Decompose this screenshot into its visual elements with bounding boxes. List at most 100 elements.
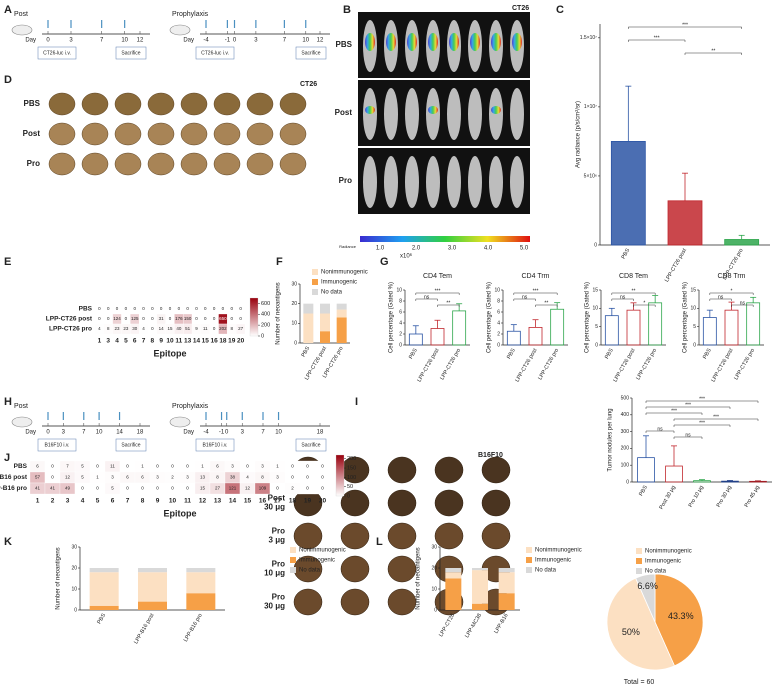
cell-value: 15 [167, 326, 173, 331]
x-tick-label: LPP-CT26 post [416, 347, 440, 383]
x-tick-label: 4 [115, 338, 119, 345]
mouse-image [510, 156, 524, 208]
cell-value: 0 [321, 486, 324, 491]
cell-value: 0 [195, 316, 198, 321]
cell-value: 3 [276, 475, 279, 480]
y-tick-label: 0 [434, 607, 437, 613]
cell-value: 0 [107, 306, 110, 311]
scale-unit: x10⁶ [400, 253, 413, 260]
day-number: 0 [46, 430, 50, 436]
significance-bracket [673, 436, 703, 439]
cell-value: 13 [200, 475, 206, 480]
lung-image [387, 555, 417, 583]
signal [449, 33, 459, 51]
lung-image [81, 152, 109, 176]
y-axis-label: Cell percentage (Gated %) [389, 282, 395, 353]
cell-value: 3 [261, 464, 264, 469]
bar [721, 480, 739, 483]
pie-label: 50% [622, 627, 640, 637]
lung-image [481, 456, 511, 484]
scale-tick: 1.0 [376, 246, 385, 252]
y-tick-label: 100 [621, 463, 630, 469]
significance-bracket [645, 430, 675, 433]
lung-image [387, 522, 417, 550]
colorbar [335, 454, 345, 497]
x-tick-label: Pro 30 μg [716, 485, 733, 509]
cell-value: 176 [175, 316, 183, 321]
cell-value: 0 [239, 306, 242, 311]
legend-swatch [290, 547, 296, 553]
x-tick-label: PBS [702, 347, 713, 360]
cell-value: 0 [291, 464, 294, 469]
significance-label: * [643, 300, 645, 306]
scale-tick: 2.0 [412, 246, 421, 252]
y-tick-label: 2 [497, 331, 500, 337]
bar [648, 302, 663, 346]
cell-value: 0 [51, 475, 54, 480]
y-tick-label: 2 [399, 331, 402, 337]
mouse-image [363, 156, 377, 208]
legend-label: No data [321, 290, 343, 296]
cell-value: 27 [238, 326, 244, 331]
day-number: 0 [46, 38, 50, 44]
mouse-image [405, 156, 419, 208]
y-tick-label: 1×10⁷ [584, 104, 597, 110]
cell-value: 6 [216, 464, 219, 469]
row-label: Pro [27, 159, 40, 168]
row-label: LPP-CT26 pro [49, 326, 92, 333]
heatmap-cell [236, 323, 246, 335]
y-tick-label: 30 [431, 544, 437, 550]
cell-value: 6 [126, 475, 129, 480]
bar-segment [89, 572, 119, 606]
significance-label: *** [699, 396, 705, 402]
bar [604, 315, 619, 346]
legend-swatch [526, 547, 532, 553]
x-tick-label: LPP-CT26 [438, 613, 456, 638]
cell-value: 0 [178, 306, 181, 311]
bar-segment [320, 303, 330, 314]
bar-segment [445, 578, 462, 610]
mouse-image [447, 156, 461, 208]
chart-title: CD4 Tem [423, 273, 452, 280]
cell-value: 0 [213, 306, 216, 311]
x-tick-label: 1 [98, 338, 102, 345]
pie-slice [606, 577, 676, 671]
bar-segment [303, 313, 314, 343]
x-tick-label: 19 [228, 338, 236, 345]
day-number: -1 [225, 38, 231, 44]
cell-value: 0 [125, 316, 128, 321]
bar-segment [472, 570, 488, 604]
significance-label: ** [446, 300, 450, 306]
significance-bracket [633, 304, 656, 307]
bar [528, 326, 543, 346]
lung-image [213, 92, 241, 116]
cell-value: 0 [306, 475, 309, 480]
cell-value: 2 [291, 486, 294, 491]
y-tick-label: 5×10⁶ [584, 173, 597, 179]
cell-value: 7 [66, 464, 69, 469]
x-tick-label: 13 [184, 338, 192, 345]
significance-label: ** [544, 300, 548, 306]
lung-image [340, 588, 370, 616]
cell-value: 57 [35, 475, 41, 480]
cell-value: 0 [98, 316, 101, 321]
signal [428, 106, 438, 114]
bar-segment [320, 331, 330, 343]
significance-label: * [731, 288, 733, 294]
cell-value: 1 [276, 464, 279, 469]
y-tick-label: 0 [595, 342, 598, 348]
lung-image [246, 122, 274, 146]
x-tick-label: LPP-CT26 pro [635, 348, 658, 381]
x-tick-label: LPP-CT26 post [514, 347, 538, 383]
cell-value: 0 [186, 464, 189, 469]
significance-bracket [437, 304, 460, 307]
x-tick-label: LPP-CT26 post [612, 347, 636, 383]
legend-swatch [312, 269, 318, 275]
y-tick-label: 15 [690, 287, 696, 293]
significance-label: ns [718, 294, 724, 300]
lung-image [481, 489, 511, 517]
cell-value: 0 [306, 486, 309, 491]
cell-value: 3 [231, 464, 234, 469]
y-axis-label: Tumor nodules per lung [608, 408, 614, 471]
y-axis-label: Number of neoantigens [416, 547, 422, 609]
